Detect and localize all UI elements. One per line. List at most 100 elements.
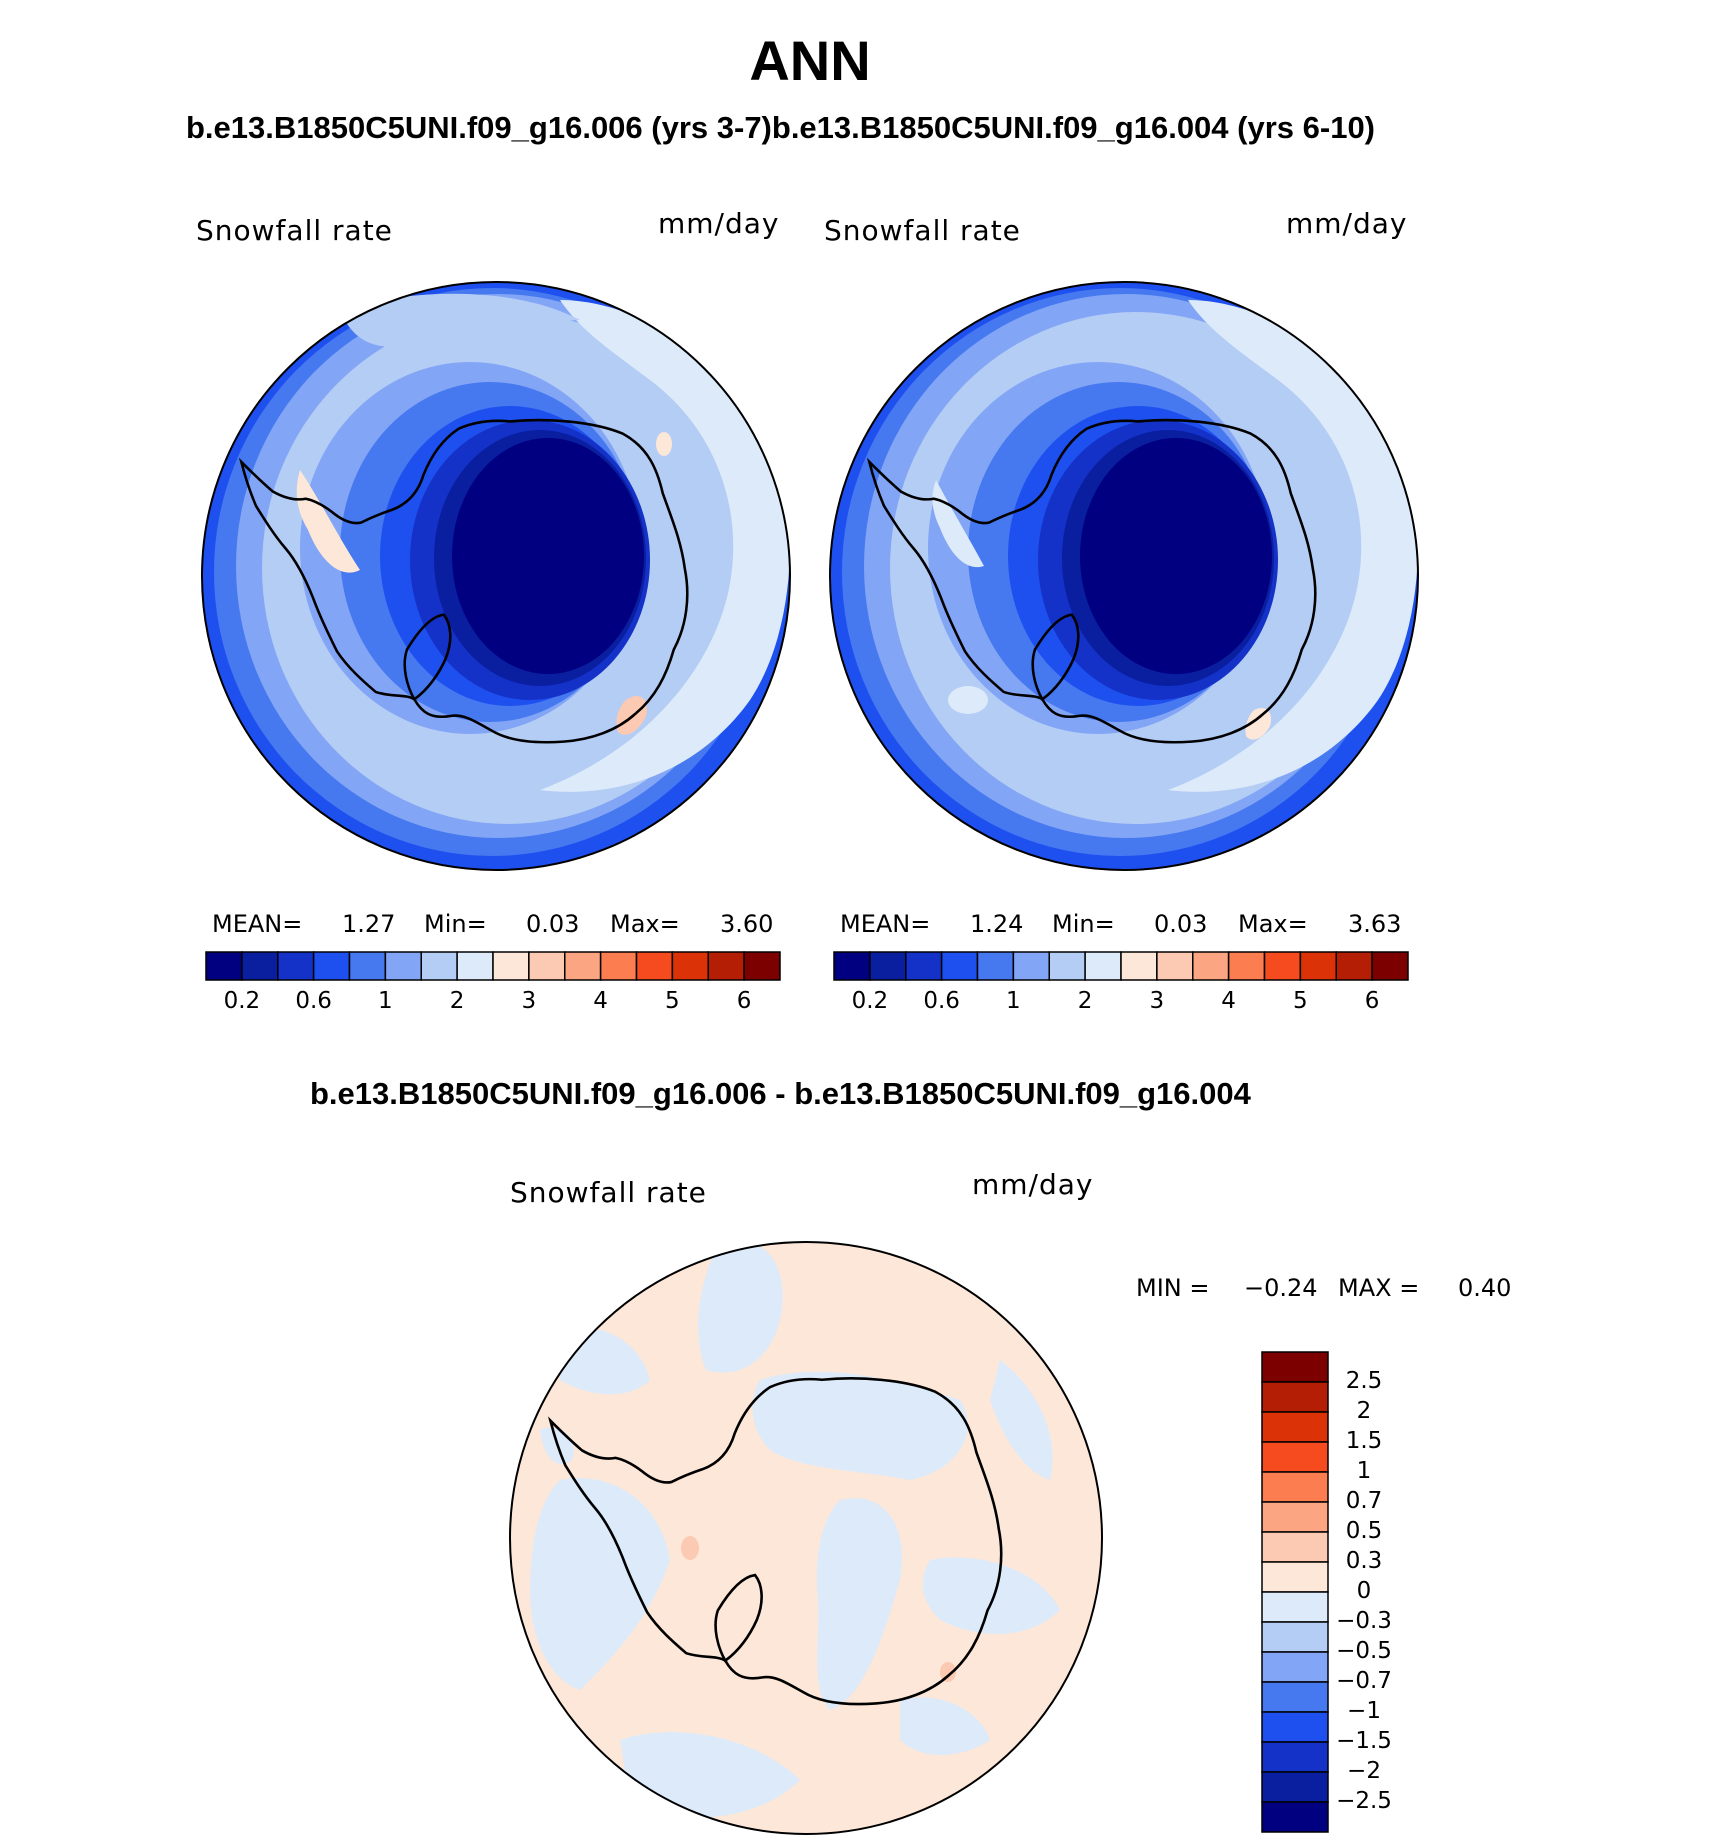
panel3-colorbar-box	[1261, 1681, 1329, 1713]
panel2-map	[830, 282, 1418, 870]
panel3-colorbar-tick-label: −0.7	[1336, 1668, 1392, 1694]
panel3-colorbar-tick-label: 0	[1356, 1578, 1372, 1604]
panel3-colorbar-box	[1261, 1621, 1329, 1653]
panel3-colorbar-box	[1261, 1651, 1329, 1683]
panel3-colorbar-box	[1261, 1591, 1329, 1623]
panel3-colorbar-tick-label: −1.5	[1336, 1728, 1392, 1754]
panel2-colorbar-tick-label: 0.6	[923, 988, 960, 1014]
panel3-colorbar-tick-label: −1	[1347, 1698, 1381, 1724]
panel3-colorbar-tick-label: −0.3	[1336, 1608, 1392, 1634]
diff-subtitle: b.e13.B1850C5UNI.f09_g16.006 - b.e13.B18…	[310, 1076, 1251, 1111]
panel1-colorbar-tick-label: 0.6	[295, 988, 332, 1014]
panel1-colorbar-box	[743, 951, 781, 981]
panel3-colorbar-box	[1261, 1801, 1329, 1833]
panel1-units-label: mm/day	[658, 207, 780, 240]
panel1-min-value: 0.03	[526, 910, 580, 938]
panel2-colorbar-box	[1371, 951, 1409, 981]
panel3-variable-label: Snowfall rate	[510, 1176, 707, 1209]
panel2-colorbar-box	[976, 951, 1015, 981]
panel1-mean-label: MEAN=	[212, 910, 303, 938]
panel1-min-label: Min=	[424, 910, 487, 938]
panel1-colorbar-box	[277, 951, 315, 981]
panel2-colorbar-tick-label: 5	[1293, 988, 1308, 1014]
panel1-colorbar-box	[671, 951, 709, 981]
panel1-colorbar-box	[205, 951, 243, 981]
panel3-colorbar-box	[1261, 1771, 1329, 1803]
panel1-colorbar-tick-label: 0.2	[223, 988, 261, 1014]
panel3-colorbar-box	[1261, 1381, 1329, 1413]
panel2-units-label: mm/day	[1286, 207, 1408, 240]
panel2-colorbar-box	[833, 951, 871, 981]
panel1-colorbar-tick-label: 4	[593, 988, 608, 1014]
panel2-colorbar-box	[1299, 951, 1337, 981]
panel1-colorbar-tick-label: 1	[378, 988, 393, 1014]
panel3-colorbar-tick-label: −0.5	[1336, 1638, 1392, 1664]
panel3-colorbar-box	[1261, 1741, 1329, 1773]
panel2-colorbar-tick-label: 2	[1077, 988, 1093, 1014]
panel2-variable-label: Snowfall rate	[824, 214, 1021, 247]
panel1-mean-value: 1.27	[342, 910, 396, 938]
panel2-colorbar-tick-label: 3	[1149, 988, 1165, 1014]
panel3-colorbar-box	[1261, 1501, 1329, 1533]
panel3-colorbar-tick-label: 1	[1356, 1458, 1372, 1484]
panel2-colorbar	[833, 951, 1409, 981]
panel1-colorbar	[205, 951, 781, 981]
panel2-min-label: Min=	[1052, 910, 1115, 938]
panel3-colorbar-tick-label: 2.5	[1345, 1368, 1383, 1394]
panel3-colorbar-tick-label: 0.5	[1345, 1518, 1383, 1544]
panel1-colorbar-tick-label: 5	[665, 988, 680, 1014]
panel2-colorbar-box	[1084, 951, 1122, 981]
panel2-colorbar-box	[1048, 951, 1086, 981]
panel2-mean-label: MEAN=	[840, 910, 931, 938]
panel2-colorbar-box	[1227, 951, 1266, 981]
panel2-mean-value: 1.24	[970, 910, 1024, 938]
panel1-colorbar-box	[599, 951, 638, 981]
panel1-colorbar-box	[420, 951, 458, 981]
panel2-colorbar-box	[940, 951, 979, 981]
panel2-colorbar-box	[1120, 951, 1158, 981]
panel3-max-value: 0.40	[1458, 1274, 1512, 1302]
panel3-colorbar-box	[1261, 1441, 1329, 1473]
panel2-colorbar-tick-label: 0.2	[851, 988, 889, 1014]
panel3-colorbar-box	[1261, 1561, 1329, 1593]
panel2-colorbar-box	[1335, 951, 1373, 981]
panel2-colorbar-box	[1156, 951, 1194, 981]
panel2-colorbar-box	[869, 951, 907, 981]
panel1-colorbar-box	[528, 951, 566, 981]
panel3-colorbar-tick-label: 0.7	[1345, 1488, 1383, 1514]
panel2-max-value: 3.63	[1348, 910, 1402, 938]
panel2-min-value: 0.03	[1154, 910, 1208, 938]
panel3-colorbar-box	[1261, 1711, 1329, 1743]
panel1-colorbar-tick-label: 6	[736, 988, 752, 1014]
panel3-colorbar-tick-label: 0.3	[1345, 1548, 1383, 1574]
panel2-colorbar-box	[1012, 951, 1050, 981]
panel1-colorbar-box	[635, 951, 674, 981]
panel2-colorbar-box	[905, 951, 943, 981]
panel1-colorbar-box	[456, 951, 494, 981]
panel1-colorbar-box	[348, 951, 387, 981]
top-subtitle: b.e13.B1850C5UNI.f09_g16.006 (yrs 3-7)b.…	[186, 110, 1376, 145]
panel2-colorbar-box	[1263, 951, 1302, 981]
panel3-colorbar-tick-label: 1.5	[1345, 1428, 1383, 1454]
panel1-colorbar-box	[312, 951, 351, 981]
panel1-colorbar-tick-label: 2	[449, 988, 465, 1014]
panel2-colorbar-tick-label: 4	[1221, 988, 1236, 1014]
panel3-colorbar-box	[1261, 1411, 1329, 1443]
panel3-diff-map	[510, 1242, 1102, 1834]
panel1-max-label: Max=	[610, 910, 680, 938]
panel3-colorbar-tick-label: −2.5	[1336, 1788, 1392, 1814]
panel3-colorbar-box	[1261, 1531, 1329, 1563]
panel2-colorbar-box	[1192, 951, 1230, 981]
page-title: ANN	[749, 29, 871, 92]
panel1-colorbar-box	[241, 951, 279, 981]
panel3-colorbar-box	[1261, 1471, 1329, 1503]
panel1-colorbar-box	[384, 951, 422, 981]
panel2-colorbar-tick-label: 1	[1006, 988, 1021, 1014]
panel1-max-value: 3.60	[720, 910, 774, 938]
panel1-map	[202, 282, 790, 870]
panel3-colorbar-tick-label: 2	[1356, 1398, 1372, 1424]
panel2-max-label: Max=	[1238, 910, 1308, 938]
panel1-colorbar-tick-label: 3	[521, 988, 537, 1014]
panel3-colorbar	[1261, 1351, 1329, 1833]
